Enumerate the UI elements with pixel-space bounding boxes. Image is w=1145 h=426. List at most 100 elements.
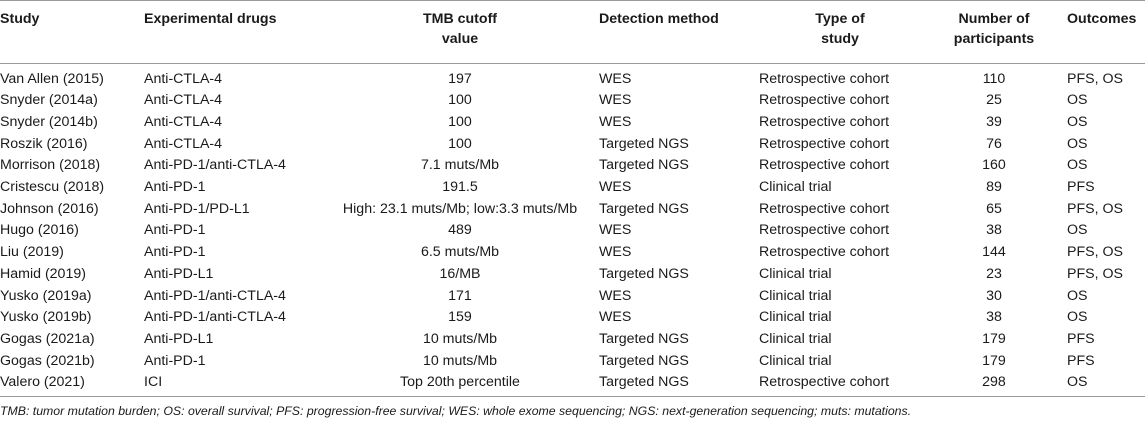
cell-study-type: Retrospective cohort <box>759 92 890 109</box>
cell-study-type: Clinical trial <box>759 287 832 304</box>
cell-detection-method: Targeted NGS <box>599 352 689 369</box>
table-footnote: TMB: tumor mutation burden; OS: overall … <box>0 403 912 418</box>
cell-participants: 76 <box>986 135 1002 152</box>
cell-drugs: ICI <box>144 373 163 390</box>
table-row: Van Allen (2015) Anti-CTLA-4 197 WES Retrosp… <box>0 64 1145 91</box>
cell-outcomes: PFS, OS <box>1067 71 1123 87</box>
cell-study-type: Retrospective cohort <box>759 200 890 217</box>
cell-study: Gogas (2021a) <box>0 330 95 347</box>
header-outcomes-label: Outcomes <box>1067 11 1137 27</box>
cell-participants: 179 <box>982 330 1006 347</box>
header-tmb-line1: TMB cutoff <box>422 11 498 27</box>
cell-study: Yusko (2019b) <box>0 309 92 326</box>
cell-tmb-cutoff: Top 20th percentile <box>400 373 520 390</box>
table-row: Gogas (2021a) Anti-PD-L1 10 muts/Mb Targete… <box>0 329 1145 351</box>
cell-participants: 144 <box>982 244 1006 261</box>
cell-participants: 25 <box>986 92 1002 109</box>
cell-participants: 160 <box>982 157 1006 174</box>
cell-study: Van Allen (2015) <box>0 71 104 87</box>
cell-tmb-cutoff: 100 <box>448 114 472 131</box>
header-drugs-label: Experimental drugs <box>144 11 277 27</box>
header-detection-label: Detection method <box>599 11 719 27</box>
table-row: Yusko (2019a) Anti-PD-1/anti-CTLA-4 171 WES… <box>0 285 1145 307</box>
cell-outcomes: OS <box>1067 92 1088 109</box>
cell-outcomes: PFS <box>1067 330 1095 347</box>
cell-study: Johnson (2016) <box>0 200 99 217</box>
cell-participants: 38 <box>986 309 1002 326</box>
cell-participants: 298 <box>982 373 1006 390</box>
cell-study: Snyder (2014a) <box>0 92 98 109</box>
cell-outcomes: OS <box>1067 309 1088 326</box>
cell-detection-method: Targeted NGS <box>599 265 689 282</box>
cell-drugs: Anti-PD-1/anti-CTLA-4 <box>144 287 286 304</box>
cell-drugs: Anti-PD-1 <box>144 244 206 261</box>
cell-drugs: Anti-CTLA-4 <box>144 135 223 152</box>
header-detection: Detection method <box>595 1 755 64</box>
cell-drugs: Anti-PD-1/PD-L1 <box>144 200 250 217</box>
cell-outcomes: OS <box>1067 114 1088 131</box>
cell-participants: 38 <box>986 222 1002 239</box>
cell-outcomes: OS <box>1067 157 1088 174</box>
cell-study: Morrison (2018) <box>0 157 101 174</box>
cell-study: Snyder (2014b) <box>0 114 98 131</box>
header-row: Study Experimental drugs TMB cutoff value… <box>0 0 1145 64</box>
table-row: Gogas (2021b) Anti-PD-1 10 muts/Mb Targeted… <box>0 350 1145 372</box>
cell-drugs: Anti-CTLA-4 <box>144 71 223 87</box>
cell-study-type: Clinical trial <box>759 179 832 196</box>
cell-detection-method: WES <box>599 309 632 326</box>
cell-study-type: Retrospective cohort <box>759 114 890 131</box>
cell-study-type: Clinical trial <box>759 330 832 347</box>
table-row: Snyder (2014b) Anti-CTLA-4 100 WES Retrospec… <box>0 112 1145 134</box>
cell-participants: 65 <box>986 200 1002 217</box>
cell-participants: 89 <box>986 179 1002 196</box>
header-tmb-line2: value <box>441 31 479 47</box>
cell-outcomes: PFS <box>1067 352 1095 369</box>
cell-study: Gogas (2021b) <box>0 352 95 369</box>
cell-drugs: Anti-PD-1/anti-CTLA-4 <box>144 309 286 326</box>
cell-study: Roszik (2016) <box>0 135 88 152</box>
table-row: Valero (2021) ICI Top 20th percentile Targe… <box>0 372 1145 397</box>
cell-participants: 179 <box>982 352 1006 369</box>
cell-participants: 23 <box>986 265 1002 282</box>
cell-participants: 39 <box>986 114 1002 131</box>
table-row: Hamid (2019) Anti-PD-L1 16/MB Targeted NGS C… <box>0 264 1145 286</box>
header-type-line2: study <box>821 31 859 47</box>
cell-study-type: Retrospective cohort <box>759 135 890 152</box>
header-drugs: Experimental drugs <box>140 1 325 64</box>
cell-drugs: Anti-PD-L1 <box>144 330 214 347</box>
cell-drugs: Anti-CTLA-4 <box>144 114 223 131</box>
cell-outcomes: PFS, OS <box>1067 265 1123 282</box>
table-row: Johnson (2016) Anti-PD-1/PD-L1 High: 23.1 … <box>0 198 1145 220</box>
cell-detection-method: WES <box>599 114 632 131</box>
cell-participants: 30 <box>986 287 1002 304</box>
cell-study: Liu (2019) <box>0 244 64 261</box>
header-study-label: Study <box>0 11 40 27</box>
cell-participants: 110 <box>982 71 1006 87</box>
cell-tmb-cutoff: High: 23.1 muts/Mb; low:3.3 muts/Mb <box>342 200 578 217</box>
table-body: Van Allen (2015) Anti-CTLA-4 197 WES Retrosp… <box>0 64 1145 397</box>
table-row: Morrison (2018) Anti-PD-1/anti-CTLA-4 7.1 … <box>0 155 1145 177</box>
cell-study-type: Retrospective cohort <box>759 244 890 261</box>
cell-outcomes: PFS <box>1067 179 1095 196</box>
cell-tmb-cutoff: 100 <box>448 92 472 109</box>
cell-tmb-cutoff: 171 <box>448 287 472 304</box>
cell-drugs: Anti-PD-L1 <box>144 265 214 282</box>
cell-study-type: Clinical trial <box>759 265 832 282</box>
cell-study-type: Retrospective cohort <box>759 373 890 390</box>
cell-study-type: Retrospective cohort <box>759 71 890 87</box>
cell-tmb-cutoff: 159 <box>448 309 472 326</box>
cell-study-type: Retrospective cohort <box>759 157 890 174</box>
table-row: Cristescu (2018) Anti-PD-1 191.5 WES Clinica… <box>0 177 1145 199</box>
table-row: Hugo (2016) Anti-PD-1 489 WES Retrospective … <box>0 220 1145 242</box>
cell-detection-method: WES <box>599 71 632 87</box>
table-row: Liu (2019) Anti-PD-1 6.5 muts/Mb WES Retrosp… <box>0 242 1145 264</box>
cell-study: Cristescu (2018) <box>0 179 105 196</box>
cell-outcomes: PFS, OS <box>1067 244 1123 261</box>
cell-study: Hugo (2016) <box>0 222 79 239</box>
cell-study: Valero (2021) <box>0 373 85 390</box>
header-number-line1: Number of <box>958 11 1030 27</box>
study-characteristics-table: Study Experimental drugs TMB cutoff value… <box>0 0 1145 397</box>
cell-outcomes: OS <box>1067 287 1088 304</box>
cell-drugs: Anti-PD-1/anti-CTLA-4 <box>144 157 286 174</box>
cell-detection-method: Targeted NGS <box>599 200 689 217</box>
